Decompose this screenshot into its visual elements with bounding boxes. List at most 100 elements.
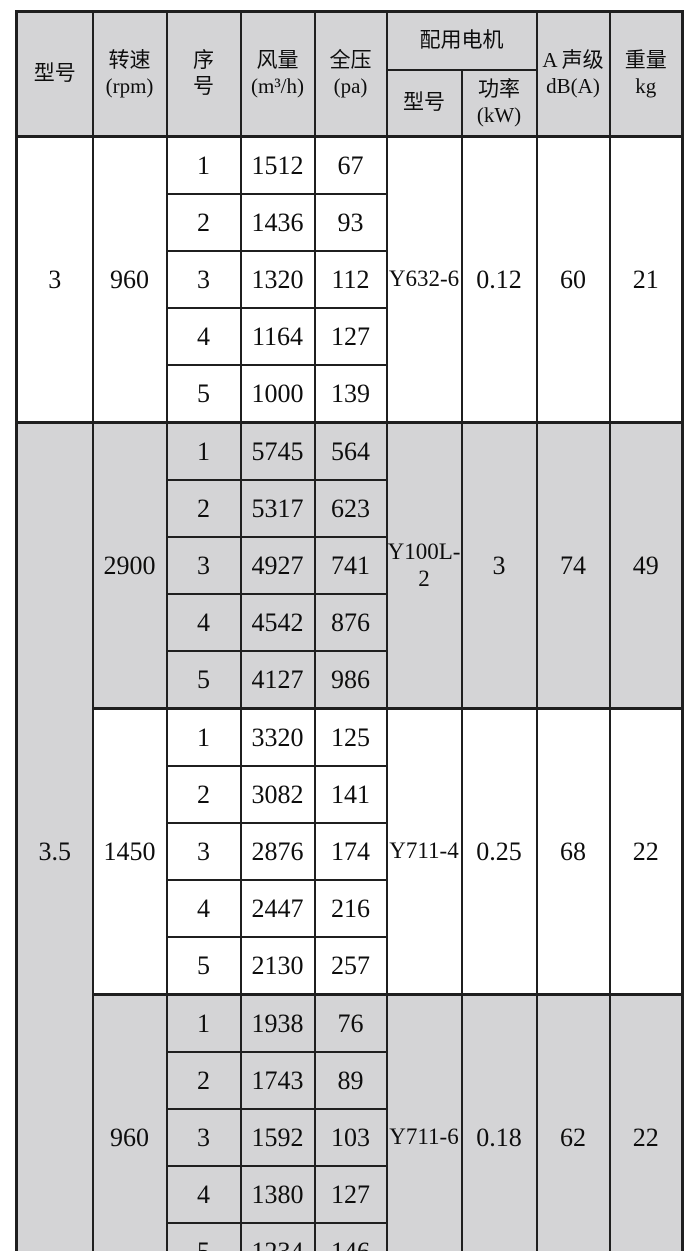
- flow-cell: 1512: [239, 135, 316, 195]
- header-model: 型号: [15, 10, 94, 138]
- header-motor-model: 型号: [385, 69, 463, 138]
- header-flow: 风量 (m³/h): [239, 10, 316, 138]
- table-row: 1450 1 3320 125 Y711-4 0.25 68 22: [17, 707, 684, 996]
- seq-cell: 2: [165, 479, 242, 538]
- header-pressure-line2: (pa): [333, 74, 368, 98]
- seq-cell: 3: [165, 536, 242, 595]
- header-seq: 序号: [165, 10, 242, 138]
- header-weight-line2: kg: [635, 74, 657, 98]
- power-cell: 0.18: [460, 993, 538, 1251]
- table-row: 3 1592 103: [17, 1108, 683, 1167]
- table-row: 4 4542 876: [17, 593, 683, 652]
- weight-cell: 22: [608, 993, 684, 1251]
- seq-cell: 5: [165, 936, 242, 996]
- table-row: 2 3082 141: [17, 765, 683, 824]
- header-motor-power-line1: 功率: [478, 77, 520, 102]
- table-row: 2 1436 93: [17, 193, 683, 252]
- flow-cell: 1320: [239, 250, 316, 309]
- noise-cell: 74: [535, 421, 611, 710]
- pressure-cell: 125: [313, 707, 388, 767]
- flow-cell: 1380: [239, 1165, 316, 1224]
- flow-cell: 5317: [239, 479, 316, 538]
- spec-table: 型号 转速 (rpm) 序号 风量 (m³/h) 全压 (pa) 配用电机 A 声级 d…: [15, 10, 684, 1251]
- flow-cell: 1592: [239, 1108, 316, 1167]
- pressure-cell: 141: [313, 765, 388, 824]
- seq-cell: 1: [165, 993, 242, 1053]
- header-pressure: 全压 (pa): [313, 10, 388, 138]
- table-row: 4 1164 127: [17, 307, 683, 366]
- pressure-cell: 89: [313, 1051, 388, 1110]
- flow-cell: 3320: [239, 707, 316, 767]
- header-motor-power-line2: (kW): [476, 103, 522, 127]
- flow-cell: 5745: [239, 421, 316, 481]
- header-weight: 重量 kg: [608, 10, 684, 138]
- flow-cell: 1234: [239, 1222, 316, 1251]
- weight-cell: 49: [608, 421, 684, 710]
- motor-model-cell: Y632-6: [385, 135, 463, 424]
- flow-cell: 3082: [239, 765, 316, 824]
- power-cell: 0.25: [460, 707, 538, 996]
- noise-cell: 60: [535, 135, 611, 424]
- pressure-cell: 216: [313, 879, 388, 938]
- motor-model-cell: Y711-6: [385, 993, 463, 1251]
- pressure-cell: 67: [313, 135, 388, 195]
- weight-cell: 21: [608, 135, 684, 424]
- table-row: 3 1320 112: [17, 250, 683, 309]
- seq-cell: 4: [165, 307, 242, 366]
- pressure-cell: 741: [313, 536, 388, 595]
- flow-cell: 1436: [239, 193, 316, 252]
- header-speed-line1: 转速: [108, 48, 151, 73]
- seq-cell: 4: [165, 1165, 242, 1224]
- seq-cell: 5: [165, 364, 242, 424]
- seq-cell: 1: [165, 707, 242, 767]
- header-flow-line2: (m³/h): [251, 74, 304, 98]
- header-motor-group: 配用电机: [385, 10, 538, 71]
- header-weight-line1: 重量: [624, 48, 667, 73]
- speed-cell: 2900: [91, 421, 168, 710]
- header-flow-line1: 风量: [256, 48, 299, 73]
- pressure-cell: 623: [313, 479, 388, 538]
- weight-cell: 22: [608, 707, 684, 996]
- pressure-cell: 146: [313, 1222, 388, 1251]
- table-row: 5 4127 986: [17, 650, 683, 710]
- power-cell: 0.12: [460, 135, 538, 424]
- noise-cell: 68: [535, 707, 611, 996]
- pressure-cell: 876: [313, 593, 388, 652]
- seq-cell: 4: [165, 879, 242, 938]
- flow-cell: 1743: [239, 1051, 316, 1110]
- seq-cell: 3: [165, 1108, 242, 1167]
- header-speed-line2: (rpm): [105, 74, 154, 98]
- seq-cell: 4: [165, 593, 242, 652]
- table-row: 5 1234 146: [17, 1222, 683, 1251]
- flow-cell: 2130: [239, 936, 316, 996]
- header-row-2: 型号 功率 (kW): [17, 69, 683, 138]
- flow-cell: 4927: [239, 536, 316, 595]
- header-noise-line2: dB(A): [546, 74, 600, 98]
- flow-cell: 1000: [239, 364, 316, 424]
- speed-cell: 960: [91, 993, 168, 1251]
- header-motor-group-label: 配用电机: [419, 28, 504, 53]
- table-row: 3 4927 741: [17, 536, 683, 595]
- speed-cell: 1450: [91, 707, 168, 996]
- flow-cell: 1164: [239, 307, 316, 366]
- pressure-cell: 986: [313, 650, 388, 710]
- header-row-1: 型号 转速 (rpm) 序号 风量 (m³/h) 全压 (pa) 配用电机 A 声级 d…: [15, 10, 684, 138]
- pressure-cell: 112: [313, 250, 388, 309]
- pressure-cell: 257: [313, 936, 388, 996]
- flow-cell: 4542: [239, 593, 316, 652]
- pressure-cell: 564: [313, 421, 388, 481]
- table-row: 4 1380 127: [17, 1165, 683, 1224]
- header-motor-model-label: 型号: [403, 90, 445, 115]
- header-noise: A 声级 dB(A): [535, 10, 611, 138]
- seq-cell: 5: [165, 650, 242, 710]
- header-speed: 转速 (rpm): [91, 10, 168, 138]
- seq-cell: 1: [165, 421, 242, 481]
- table-row: 3 960 1 1512 67 Y632-6 0.12 60 21: [15, 135, 684, 424]
- flow-cell: 4127: [239, 650, 316, 710]
- header-seq-line2: 号: [193, 74, 214, 98]
- flow-cell: 1938: [239, 993, 316, 1053]
- header-model-label: 型号: [33, 61, 76, 86]
- table-row: 3 2876 174: [17, 822, 683, 881]
- table-row: 3.5 2900 1 5745 564 Y100L-2 3 74 49: [15, 421, 684, 1251]
- power-cell: 3: [460, 421, 538, 710]
